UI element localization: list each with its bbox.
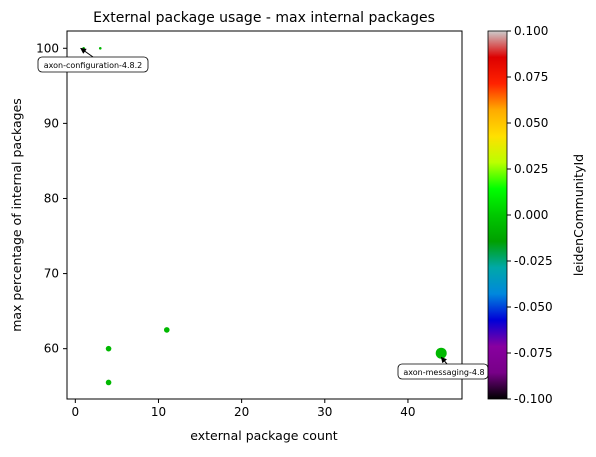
colorbar-tick-label: 0.050	[514, 116, 548, 130]
scatter-point	[105, 345, 112, 352]
y-tick-label: 60	[44, 342, 59, 356]
annotations: axon-configuration-4.8.2 axon-messaging-4…	[37, 47, 489, 380]
x-tick-label: 30	[317, 405, 332, 419]
colorbar-tick-label: -0.025	[514, 254, 553, 268]
scatter-point	[163, 327, 170, 333]
x-axis-label: external package count	[190, 428, 338, 443]
annotation-label: axon-configuration-4.8.2	[44, 61, 143, 70]
chart-title: External package usage - max internal pa…	[93, 10, 435, 26]
colorbar-tick-label: -0.050	[514, 300, 553, 314]
colorbar-tick-label: -0.100	[514, 392, 553, 406]
y-tick-label: 90	[44, 116, 59, 130]
x-axis-ticks: 0 10 20 30 40	[71, 399, 416, 419]
scatter-point	[435, 347, 447, 359]
scatter-point	[105, 379, 112, 386]
colorbar	[487, 30, 508, 400]
annotation-arrow	[440, 356, 448, 365]
colorbar-tick-label: 0.025	[514, 162, 548, 176]
colorbar-label: leidenCommunityId	[571, 154, 586, 276]
x-tick-label: 40	[400, 405, 415, 419]
colorbar-tick-label: 0.100	[514, 24, 548, 38]
y-axis-label: max percentage of internal packages	[9, 98, 24, 332]
x-tick-label: 0	[71, 405, 79, 419]
colorbar-tick-label: 0.075	[514, 70, 548, 84]
x-tick-label: 20	[234, 405, 249, 419]
annotation-box	[37, 56, 149, 73]
y-tick-label: 100	[36, 41, 59, 55]
annotation-label: axon-messaging-4.8	[403, 368, 484, 377]
scatter-points	[82, 46, 447, 386]
colorbar-ticks: -0.100 -0.075 -0.050 -0.025 0.000 0.025 0.050 0…	[507, 24, 553, 406]
y-tick-label: 80	[44, 191, 59, 205]
x-tick-label: 10	[151, 405, 166, 419]
y-tick-label: 70	[44, 267, 59, 281]
scatter-point	[98, 46, 102, 50]
colorbar-tick-label: -0.075	[514, 346, 553, 360]
annotation-arrow	[80, 47, 94, 58]
colorbar-tick-label: 0.000	[514, 208, 548, 222]
y-axis-ticks: 60 70 80 90 100	[36, 41, 67, 356]
plot-frame	[66, 30, 463, 400]
